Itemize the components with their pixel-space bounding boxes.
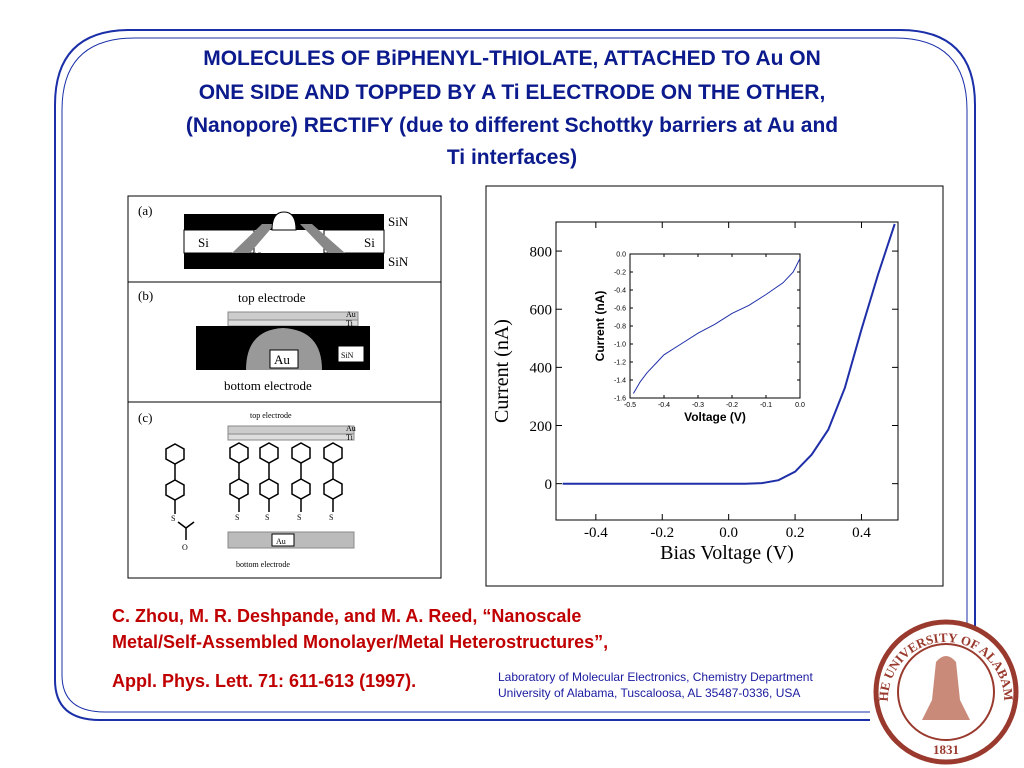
y-axis-label: Current (nA) bbox=[491, 319, 513, 423]
diagram-label: S bbox=[265, 513, 269, 522]
y-tick-label: -0.2 bbox=[614, 269, 626, 276]
data-line bbox=[632, 258, 801, 394]
charts: -0.4 -0.2 0.0 0.2 0.4 0 200 400 600 800 Bias Volta… bbox=[491, 221, 899, 564]
x-tick-label: -0.4 bbox=[658, 402, 670, 409]
diagram-label: S bbox=[329, 513, 333, 522]
y-tick-label: 400 bbox=[530, 361, 553, 377]
frame bbox=[54, 29, 976, 721]
x-tick-label: -0.2 bbox=[650, 525, 674, 541]
y-tick-label: 200 bbox=[530, 419, 553, 435]
x-tick-label: 0.0 bbox=[719, 525, 738, 541]
diagram-label: Au bbox=[346, 310, 356, 319]
diagram-label: Au bbox=[346, 424, 356, 433]
diagram-label: bottom electrode bbox=[236, 560, 290, 569]
citation-line: Appl. Phys. Lett. 71: 611-613 (1997). bbox=[112, 671, 416, 691]
diagram-label: Au bbox=[274, 352, 290, 367]
x-tick-label: 0.2 bbox=[786, 525, 805, 541]
y-tick-label: -1.0 bbox=[614, 341, 626, 348]
footer-line: Laboratory of Molecular Electronics, Che… bbox=[498, 670, 813, 684]
y-tick-label: -0.8 bbox=[614, 323, 626, 330]
diagram-label: O bbox=[182, 543, 188, 552]
title-line: (Nanopore) RECTIFY (due to different Sch… bbox=[186, 114, 838, 137]
data-line bbox=[562, 223, 896, 485]
citation-line: C. Zhou, M. R. Deshpande, and M. A. Reed… bbox=[112, 606, 581, 626]
diagram-label: top electrode bbox=[250, 411, 292, 420]
x-axis-label: Voltage (V) bbox=[684, 410, 746, 424]
x-axis-label: Bias Voltage (V) bbox=[660, 542, 794, 564]
x-tick-label: -0.5 bbox=[624, 402, 636, 409]
diagram-label: top electrode bbox=[238, 290, 306, 305]
diagram: (a) SiN Si Si SiO 2 SiN (b) top electrod… bbox=[127, 195, 442, 579]
y-tick-label: 0.0 bbox=[616, 251, 626, 258]
diagram-label: Si bbox=[364, 235, 375, 250]
diagram-label: Au bbox=[276, 537, 286, 546]
diagram-label: SiN bbox=[388, 254, 409, 269]
panel-label: (b) bbox=[138, 288, 153, 303]
panel-label: (c) bbox=[138, 410, 152, 425]
citation-line: Metal/Self-Assembled Monolayer/Metal Het… bbox=[112, 632, 608, 652]
title-line: MOLECULES OF BiPHENYL-THIOLATE, ATTACHED… bbox=[203, 47, 821, 70]
seal-year: 1831 bbox=[933, 742, 959, 757]
y-tick-label: 0 bbox=[545, 477, 553, 493]
x-tick-label: 0.0 bbox=[795, 402, 805, 409]
diagram-label: Ti bbox=[346, 319, 354, 328]
y-tick-label: -0.4 bbox=[614, 287, 626, 294]
diagram-label: SiN bbox=[341, 351, 354, 360]
y-tick-label: -0.6 bbox=[614, 305, 626, 312]
title-line: ONE SIDE AND TOPPED BY A Ti ELECTRODE ON… bbox=[199, 81, 826, 104]
y-tick-label: 800 bbox=[530, 244, 553, 260]
title-line: Ti interfaces) bbox=[447, 146, 577, 169]
x-tick-label: -0.3 bbox=[692, 402, 704, 409]
diagram-label: Ti bbox=[346, 433, 354, 442]
footer-line: University of Alabama, Tuscaloosa, AL 35… bbox=[498, 686, 800, 700]
diagram-label: bottom electrode bbox=[224, 378, 312, 393]
diagram-label: S bbox=[297, 513, 301, 522]
x-tick-label: -0.2 bbox=[726, 402, 738, 409]
diagram-label: Si bbox=[198, 235, 209, 250]
x-tick-label: -0.1 bbox=[760, 402, 772, 409]
x-tick-label: 0.4 bbox=[852, 525, 871, 541]
diagram-label: SiO bbox=[250, 251, 263, 260]
y-axis-label: Current (nA) bbox=[593, 291, 607, 362]
diagram-label: S bbox=[171, 514, 175, 523]
diagram-label: 2 bbox=[268, 255, 272, 264]
x-tick-label: -0.4 bbox=[584, 525, 608, 541]
y-tick-label: 600 bbox=[530, 302, 553, 318]
plot-area bbox=[629, 253, 801, 399]
panel-label: (a) bbox=[138, 203, 152, 218]
y-tick-label: -1.4 bbox=[614, 377, 626, 384]
y-tick-label: -1.2 bbox=[614, 359, 626, 366]
y-tick-label: -1.6 bbox=[614, 395, 626, 402]
diagram-label: S bbox=[235, 513, 239, 522]
diagram-label: SiN bbox=[388, 214, 409, 229]
